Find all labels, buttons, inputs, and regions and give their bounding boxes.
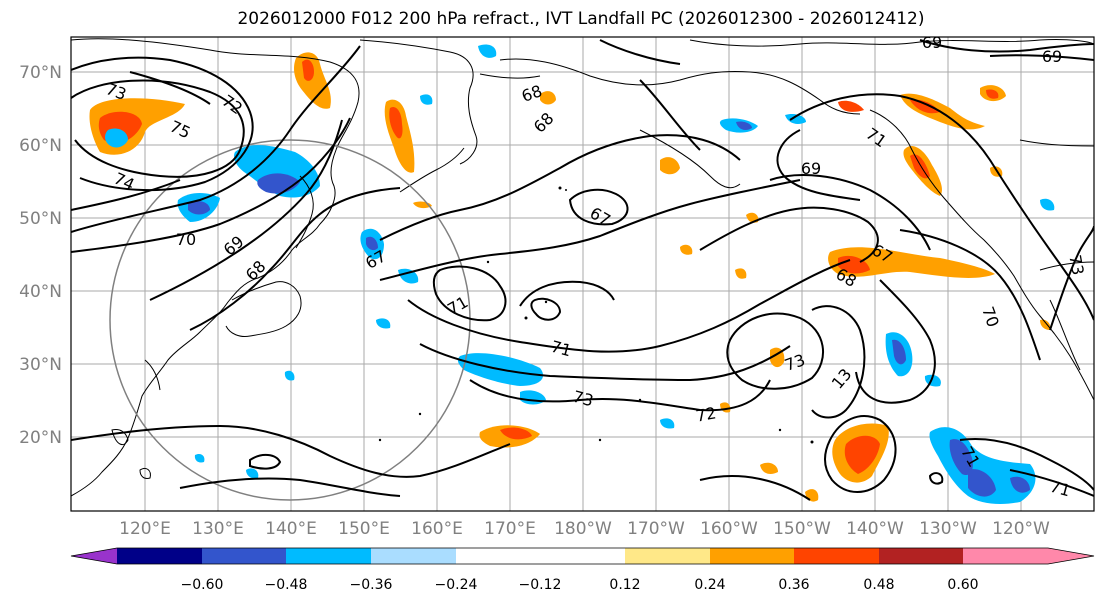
svg-text:130°W: 130°W (919, 519, 977, 539)
svg-text:71: 71 (549, 337, 574, 361)
svg-text:69: 69 (801, 159, 821, 178)
svg-text:−0.60: −0.60 (181, 577, 224, 593)
svg-text:72: 72 (694, 403, 717, 425)
svg-text:69: 69 (1042, 47, 1062, 66)
svg-text:0.24: 0.24 (694, 577, 725, 593)
colorbar-seg-8 (710, 548, 795, 564)
svg-text:150°W: 150°W (773, 519, 831, 539)
svg-text:0.36: 0.36 (778, 577, 809, 593)
colorbar-seg-5 (456, 548, 541, 564)
svg-text:130°E: 130°E (192, 519, 244, 539)
coastlines (71, 38, 1094, 497)
svg-text:30°N: 30°N (19, 355, 62, 375)
svg-text:70°N: 70°N (19, 63, 62, 83)
colorbar-seg-1 (117, 548, 203, 564)
svg-text:73: 73 (571, 387, 596, 411)
svg-text:50°N: 50°N (19, 209, 62, 229)
svg-text:150°E: 150°E (338, 519, 390, 539)
colorbar-seg-10 (879, 548, 964, 564)
colorbar-arrow-right (963, 548, 1094, 564)
colorbar-seg-7 (625, 548, 711, 564)
reference-circle (109, 139, 471, 501)
svg-text:170°E: 170°E (484, 519, 536, 539)
colorbar-arrow-left (71, 548, 117, 564)
svg-text:71: 71 (1048, 477, 1073, 501)
svg-text:69: 69 (922, 33, 942, 52)
map-frame (70, 36, 1095, 512)
svg-text:60°N: 60°N (19, 136, 62, 156)
svg-text:73: 73 (1065, 253, 1087, 276)
colorbar-seg-3 (286, 548, 372, 564)
island-dots (378, 186, 814, 444)
svg-text:−0.48: −0.48 (265, 577, 308, 593)
colorbar-seg-9 (794, 548, 880, 564)
svg-text:160°W: 160°W (700, 519, 758, 539)
svg-text:170°W: 170°W (627, 519, 685, 539)
longitude-labels: 120°E 130°E 140°E 150°E 160°E 170°E 180°… (119, 519, 1050, 539)
svg-text:−0.24: −0.24 (435, 577, 478, 593)
latitude-labels: 70°N 60°N 50°N 40°N 30°N 20°N (19, 63, 62, 448)
svg-text:140°W: 140°W (846, 519, 904, 539)
colorbar-seg-2 (202, 548, 287, 564)
map-title: 2026012000 F012 200 hPa refract., IVT La… (237, 9, 925, 29)
svg-text:0.60: 0.60 (947, 577, 978, 593)
svg-text:0.48: 0.48 (863, 577, 894, 593)
svg-text:0.12: 0.12 (609, 577, 640, 593)
svg-text:−0.12: −0.12 (519, 577, 562, 593)
svg-text:180°W: 180°W (554, 519, 612, 539)
colorbar: −0.60 −0.48 −0.36 −0.24 −0.12 0.12 0.24 … (70, 547, 1095, 593)
colorbar-seg-6 (540, 548, 626, 564)
svg-text:120°E: 120°E (119, 519, 171, 539)
negative-anomaly-fills (105, 44, 1055, 504)
svg-text:120°W: 120°W (992, 519, 1050, 539)
svg-text:140°E: 140°E (265, 519, 317, 539)
svg-text:160°E: 160°E (411, 519, 463, 539)
svg-text:−0.36: −0.36 (350, 577, 393, 593)
contours (71, 39, 1094, 501)
svg-text:70: 70 (176, 230, 196, 249)
svg-text:20°N: 20°N (19, 428, 62, 448)
svg-text:40°N: 40°N (19, 282, 62, 302)
colorbar-seg-4 (371, 548, 457, 564)
